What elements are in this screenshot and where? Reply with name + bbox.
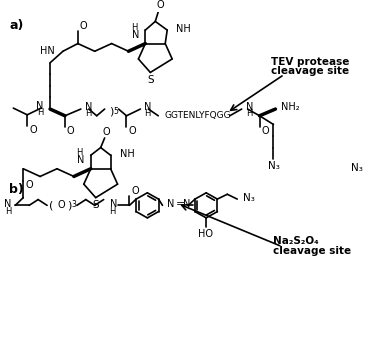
Text: N: N (110, 199, 117, 209)
Text: H: H (5, 206, 11, 216)
Text: O: O (156, 0, 164, 10)
Text: HN: HN (40, 46, 55, 56)
Text: 3: 3 (71, 200, 76, 209)
Text: H: H (76, 148, 83, 157)
Text: O: O (25, 180, 33, 190)
Text: NH: NH (176, 24, 191, 34)
Text: ): ) (67, 200, 71, 210)
Text: N: N (183, 199, 191, 209)
Text: S: S (147, 75, 154, 85)
Text: b): b) (9, 183, 24, 196)
Text: N: N (132, 30, 140, 40)
Text: NH: NH (120, 149, 134, 159)
Text: a): a) (9, 20, 24, 32)
Text: N: N (77, 155, 85, 165)
Text: N: N (167, 199, 175, 209)
Text: cleavage site: cleavage site (272, 67, 350, 77)
Text: O: O (57, 200, 65, 210)
Text: TEV protease: TEV protease (272, 57, 350, 67)
Text: O: O (67, 126, 74, 136)
Text: N: N (246, 102, 253, 112)
Text: 5: 5 (114, 107, 118, 116)
Text: GGTENLYFQGG: GGTENLYFQGG (165, 111, 231, 120)
Text: O: O (103, 127, 111, 137)
Text: HO: HO (198, 229, 213, 239)
Text: N₃: N₃ (351, 163, 363, 173)
Text: S: S (93, 200, 99, 210)
Text: H: H (131, 23, 138, 32)
Text: N: N (144, 102, 152, 112)
Text: H: H (144, 109, 151, 118)
Text: O: O (131, 186, 139, 196)
Text: N: N (85, 102, 92, 112)
Text: cleavage site: cleavage site (274, 246, 352, 256)
Text: NH₂: NH₂ (281, 102, 300, 112)
Text: H: H (246, 109, 252, 118)
Text: H: H (85, 109, 91, 118)
Text: (: ( (49, 200, 53, 210)
Text: O: O (261, 126, 269, 136)
Text: H: H (37, 108, 43, 117)
Text: O: O (129, 126, 136, 136)
Text: =: = (175, 199, 185, 209)
Text: O: O (29, 125, 37, 135)
Text: O: O (80, 21, 87, 31)
Text: N₃: N₃ (243, 193, 255, 203)
Text: ): ) (109, 107, 113, 117)
Text: Na₂S₂O₄: Na₂S₂O₄ (274, 236, 319, 246)
Text: N: N (36, 101, 43, 111)
Text: H: H (110, 206, 116, 216)
Text: N₃: N₃ (267, 161, 279, 171)
Text: N: N (4, 199, 11, 209)
